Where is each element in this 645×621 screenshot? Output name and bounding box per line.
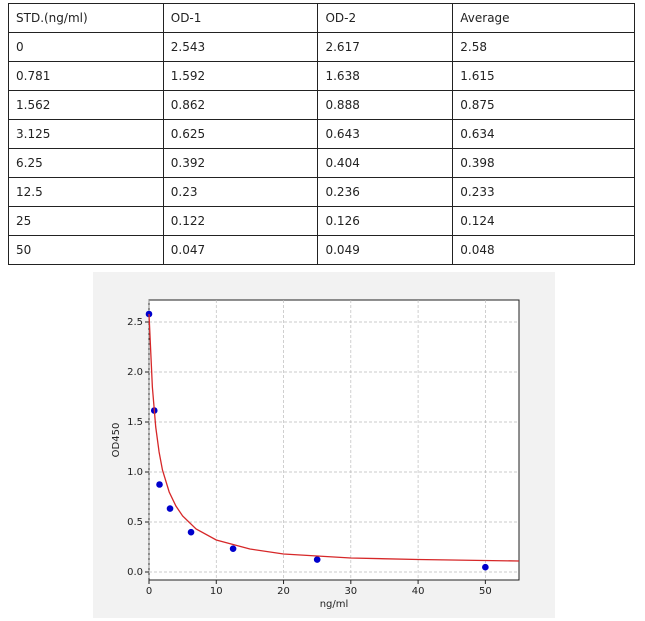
data-point <box>482 563 489 571</box>
x-tick-label: 40 <box>412 586 425 597</box>
table-cell: 25 <box>8 206 164 236</box>
y-tick-label: 2.5 <box>127 317 143 328</box>
x-axis-label: ng/ml <box>320 599 349 610</box>
data-point <box>187 528 195 536</box>
table-cell: 0.122 <box>162 206 319 236</box>
table-cell: 0.126 <box>317 206 454 236</box>
table-row: 50 0.047 0.049 0.048 <box>8 235 635 265</box>
table-cell: 0.392 <box>162 148 319 178</box>
y-tick-label: 0.0 <box>127 567 143 578</box>
data-table: STD.(ng/ml) OD-1 OD-2 Average 0 2.543 2.617 2.5… <box>8 3 635 265</box>
data-point <box>166 505 174 512</box>
table-cell: 0.048 <box>452 235 635 265</box>
table-cell: OD-1 <box>162 3 319 33</box>
table-cell: 0.862 <box>162 90 319 120</box>
y-tick-label: 0.5 <box>127 517 143 528</box>
table-cell: 50 <box>8 235 164 265</box>
table-cell: 2.617 <box>317 32 454 62</box>
fit-curve <box>148 313 520 562</box>
table-cell: 0.047 <box>162 235 319 265</box>
data-point <box>156 481 163 488</box>
table-row: 25 0.122 0.126 0.124 <box>8 206 635 236</box>
data-point <box>313 556 321 563</box>
table-row: 0 2.543 2.617 2.58 <box>8 32 635 62</box>
x-tick-label: 0 <box>146 586 152 597</box>
table-cell: 1.562 <box>8 90 164 120</box>
y-tick-label: 1.0 <box>127 467 143 478</box>
x-tick-label: 50 <box>479 586 492 597</box>
header-row: STD.(ng/ml) OD-1 OD-2 Average <box>8 3 635 33</box>
table-cell: 0.236 <box>317 177 454 207</box>
table-cell: 0.398 <box>452 148 635 178</box>
y-tick-label: 1.5 <box>127 417 143 428</box>
table-cell: Average <box>452 3 635 33</box>
table-cell: 0.625 <box>162 119 319 149</box>
table-cell: 0.875 <box>452 90 635 120</box>
y-axis-label: OD450 <box>111 423 122 458</box>
x-tick-label: 10 <box>210 586 223 597</box>
plot-area <box>148 299 520 581</box>
table-row: 3.125 0.625 0.643 0.634 <box>8 119 635 149</box>
table-cell: 0.643 <box>317 119 454 149</box>
x-tick-label: 30 <box>344 586 357 597</box>
x-tick-label: 20 <box>277 586 290 597</box>
y-tick-label: 2.0 <box>127 367 143 378</box>
table-cell: STD.(ng/ml) <box>8 3 164 33</box>
table-cell: 0.049 <box>317 235 454 265</box>
table-row: 0.781 1.592 1.638 1.615 <box>8 61 635 91</box>
table-cell: 2.58 <box>452 32 635 62</box>
data-point <box>229 545 237 552</box>
